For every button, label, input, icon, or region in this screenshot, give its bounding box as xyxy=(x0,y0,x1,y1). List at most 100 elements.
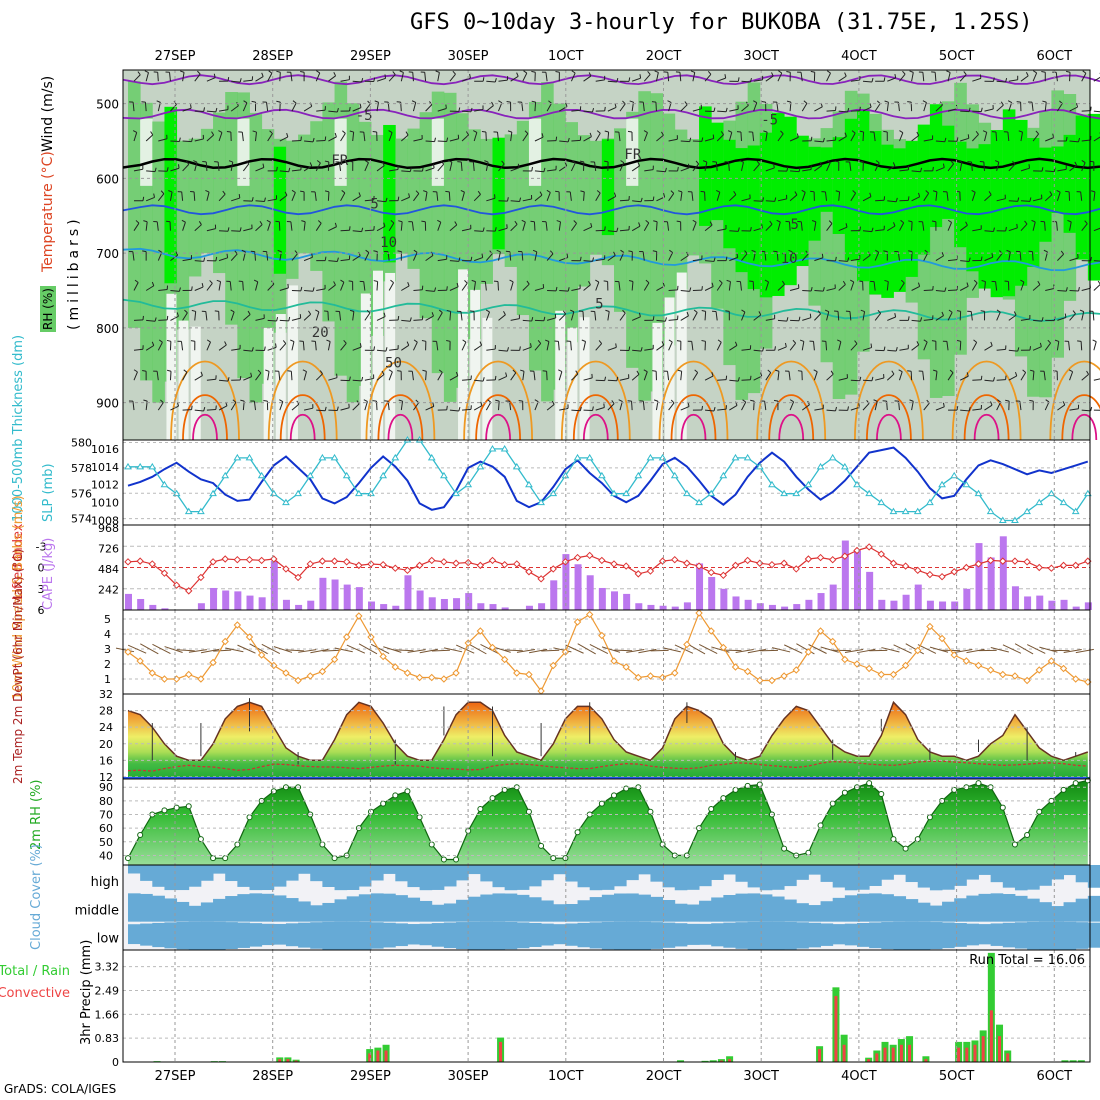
wind-barb xyxy=(680,406,690,411)
wind-barb xyxy=(618,132,621,142)
wind-barb-flag xyxy=(464,279,468,284)
wind-speed-point xyxy=(500,655,509,664)
wind-barb-flag xyxy=(737,377,740,382)
wind-barb xyxy=(1008,79,1018,82)
cloud-middle-bar xyxy=(796,903,809,922)
cloud-low-bar xyxy=(699,923,712,945)
cloud-high-bar xyxy=(152,865,165,887)
surface-wind-barb xyxy=(127,644,147,654)
surface-wind-barb xyxy=(747,648,766,654)
wind-barb-flag xyxy=(1068,369,1073,373)
li-point xyxy=(537,575,545,583)
wind-barb-flag xyxy=(238,194,241,199)
li-point xyxy=(1047,564,1056,572)
wind-barb-flag xyxy=(191,137,193,142)
wind-barb-flag xyxy=(556,220,561,223)
wind-speed-point xyxy=(440,675,448,683)
rh-tick-label: 40 xyxy=(99,849,113,862)
wind-barb xyxy=(437,312,443,321)
contour-label: 20 xyxy=(312,325,329,341)
rh-point xyxy=(428,841,435,848)
wind-barb-flag xyxy=(491,101,494,106)
wind-barb xyxy=(279,401,284,411)
wind-barb-flag xyxy=(407,282,410,287)
wind-barb-flag xyxy=(596,130,601,134)
wind-barb xyxy=(850,79,860,82)
wind-barb xyxy=(412,102,417,112)
wind-barb-flag xyxy=(1049,191,1053,196)
cloud-low-bar xyxy=(929,922,943,950)
cloud-high-bar xyxy=(784,865,797,887)
wind-barb xyxy=(1020,281,1025,291)
slp-point xyxy=(622,489,631,497)
slp-point xyxy=(233,453,242,461)
wind-barb-flag xyxy=(571,70,576,74)
wind-barb-flag xyxy=(336,257,339,262)
wind-barb-flag xyxy=(300,71,305,73)
wind-barb xyxy=(242,281,244,291)
cloud-high-bar xyxy=(431,865,445,890)
wind-barb xyxy=(411,371,414,381)
wind-barb xyxy=(218,344,227,351)
wind-barb xyxy=(1093,110,1100,113)
wind-barb xyxy=(862,80,873,83)
cape-bar xyxy=(440,598,448,610)
wind-barb xyxy=(340,407,350,411)
li-point xyxy=(1035,563,1043,572)
wind-barb-flag xyxy=(198,221,202,225)
wind-barb xyxy=(522,221,526,231)
wind-barb xyxy=(182,107,192,112)
wind-barb xyxy=(449,162,453,172)
wind-barb xyxy=(510,167,520,172)
wind-barb xyxy=(364,103,371,112)
wind-barb xyxy=(376,316,386,321)
wind-barb xyxy=(729,230,739,232)
wind-barb xyxy=(352,403,360,411)
wind-barb xyxy=(145,345,155,351)
wind-barb-flag xyxy=(551,400,555,405)
li-point xyxy=(1071,561,1080,570)
rh-point xyxy=(914,836,921,843)
wind-barb xyxy=(777,284,785,291)
rh-dry-patch xyxy=(431,118,445,186)
rh-point xyxy=(720,795,727,802)
wind-barb-flag xyxy=(639,74,642,79)
wind-barb xyxy=(389,168,399,172)
wind-barb-flag xyxy=(349,376,351,381)
wind-barb xyxy=(460,311,463,321)
wind-barb-flag xyxy=(711,372,714,377)
wind-barb-flag xyxy=(383,222,386,227)
rh-saturated-patch xyxy=(820,147,834,212)
wind-barb-flag xyxy=(251,347,254,352)
cape-bar xyxy=(258,597,266,610)
wind-barb-flag xyxy=(801,189,806,193)
wind-barb-flag xyxy=(784,342,787,348)
li-point xyxy=(938,573,946,581)
wind-barb xyxy=(668,289,678,292)
wind-barb xyxy=(158,289,168,292)
wind-barb xyxy=(339,311,342,321)
wind-barb xyxy=(680,255,689,262)
wind-barb-flag xyxy=(941,251,945,257)
wind-barb xyxy=(753,375,762,381)
li-point xyxy=(974,560,983,568)
li-point xyxy=(573,553,582,562)
cloud-middle-bar xyxy=(261,893,275,922)
precip-total-bar xyxy=(701,1060,709,1062)
wind-barb xyxy=(717,408,727,411)
slp-point xyxy=(282,498,290,506)
contour-label: 5 xyxy=(370,196,378,212)
wind-speed-point xyxy=(1023,676,1031,685)
cloud-middle-bar xyxy=(176,901,190,922)
wind-barb xyxy=(717,77,726,82)
wind-barb xyxy=(170,104,177,112)
wind-barb-flag xyxy=(1058,100,1063,104)
wind-barb-flag xyxy=(822,287,825,292)
surface-wind-barb xyxy=(407,649,426,653)
wind-barb xyxy=(813,221,817,231)
wind-barb xyxy=(739,281,742,291)
wind-barb xyxy=(558,313,566,321)
wind-barb-flag xyxy=(798,167,801,172)
cloud-high-bar xyxy=(261,865,275,891)
slp-point xyxy=(938,480,946,488)
